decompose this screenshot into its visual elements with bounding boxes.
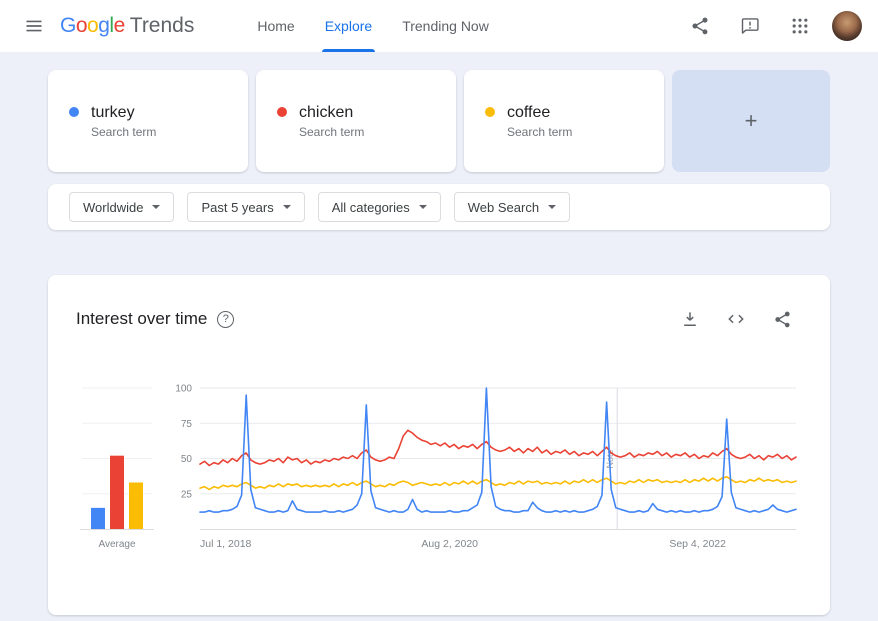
logo-trends: Trends (129, 14, 195, 37)
svg-text:75: 75 (181, 419, 193, 430)
nav-trending-now[interactable]: Trending Now (402, 18, 489, 34)
add-comparison-card[interactable]: + (672, 70, 830, 172)
help-icon[interactable]: ? (217, 310, 235, 328)
download-csv-button[interactable] (672, 301, 708, 337)
term-card[interactable]: coffee Search term (464, 70, 664, 172)
embed-button[interactable] (718, 301, 754, 337)
interest-over-time-widget: Interest over time ? Average 25 50 75 100 J (48, 275, 830, 615)
explore-page: turkey Search term chicken Search term c… (0, 52, 878, 621)
nav-explore[interactable]: Explore (310, 0, 387, 52)
filter-bar: Worldwide Past 5 years All categories We… (48, 184, 830, 230)
filter-time-range-dropdown[interactable]: Past 5 years (187, 192, 305, 222)
term-card[interactable]: turkey Search term (48, 70, 248, 172)
share-icon (774, 311, 790, 327)
widget-title: Interest over time (76, 309, 208, 328)
share-icon (692, 17, 708, 35)
hamburger-menu-button[interactable] (16, 8, 52, 44)
nav-home[interactable]: Home (257, 18, 295, 34)
widget-actions (672, 301, 800, 337)
share-button[interactable] (682, 8, 718, 44)
filter-location-dropdown[interactable]: Worldwide (69, 192, 175, 222)
main-nav: Home Explore Trending Now (242, 0, 503, 52)
svg-text:Sep 4, 2022: Sep 4, 2022 (669, 538, 726, 550)
logo-google: Google (60, 14, 125, 37)
term-subtitle: Search term (91, 125, 157, 139)
apps-grid-icon (792, 18, 808, 34)
filter-category-dropdown[interactable]: All categories (317, 192, 441, 222)
average-bar-chart: Average (80, 387, 154, 550)
term-name: chicken (299, 104, 354, 121)
hamburger-icon (26, 20, 42, 32)
feedback-icon (741, 18, 759, 34)
topbar: Google Trends Home Explore Trending Now (0, 0, 878, 52)
topbar-actions (682, 8, 862, 44)
user-avatar[interactable] (832, 11, 862, 41)
download-icon (684, 312, 696, 326)
chevron-down-icon (282, 205, 291, 209)
term-subtitle: Search term (507, 125, 573, 139)
widget-header: Interest over time ? (48, 275, 830, 337)
term-color-dot-icon (277, 107, 287, 117)
plus-icon: + (744, 108, 758, 133)
term-card[interactable]: chicken Search term (256, 70, 456, 172)
chart-area: Average 25 50 75 100 Jul 1, 2018 Aug 2, 2020 S… (48, 379, 830, 564)
comparison-terms-row: turkey Search term chicken Search term c… (0, 52, 878, 172)
svg-text:Average: Average (98, 539, 136, 550)
svg-text:50: 50 (181, 454, 193, 465)
term-subtitle: Search term (299, 125, 365, 139)
term-name: coffee (507, 104, 551, 121)
svg-text:Jul 1, 2018: Jul 1, 2018 (200, 538, 252, 550)
apps-grid-button[interactable] (782, 8, 818, 44)
interest-line-chart[interactable]: 25 50 75 100 Jul 1, 2018 Aug 2, 2020 Sep 4, 20… (162, 379, 802, 564)
chevron-down-icon (548, 205, 557, 209)
google-trends-logo[interactable]: Google Trends (60, 14, 194, 38)
svg-text:Aug 2, 2020: Aug 2, 2020 (421, 538, 478, 550)
term-name: turkey (91, 104, 135, 121)
feedback-button[interactable] (732, 8, 768, 44)
svg-text:100: 100 (175, 384, 192, 395)
term-color-dot-icon (69, 107, 79, 117)
filter-search-type-dropdown[interactable]: Web Search (453, 192, 571, 222)
share-chart-button[interactable] (764, 301, 800, 337)
term-color-dot-icon (485, 107, 495, 117)
chevron-down-icon (152, 205, 161, 209)
svg-text:25: 25 (181, 489, 193, 500)
chevron-down-icon (418, 205, 427, 209)
embed-code-icon (728, 314, 744, 324)
